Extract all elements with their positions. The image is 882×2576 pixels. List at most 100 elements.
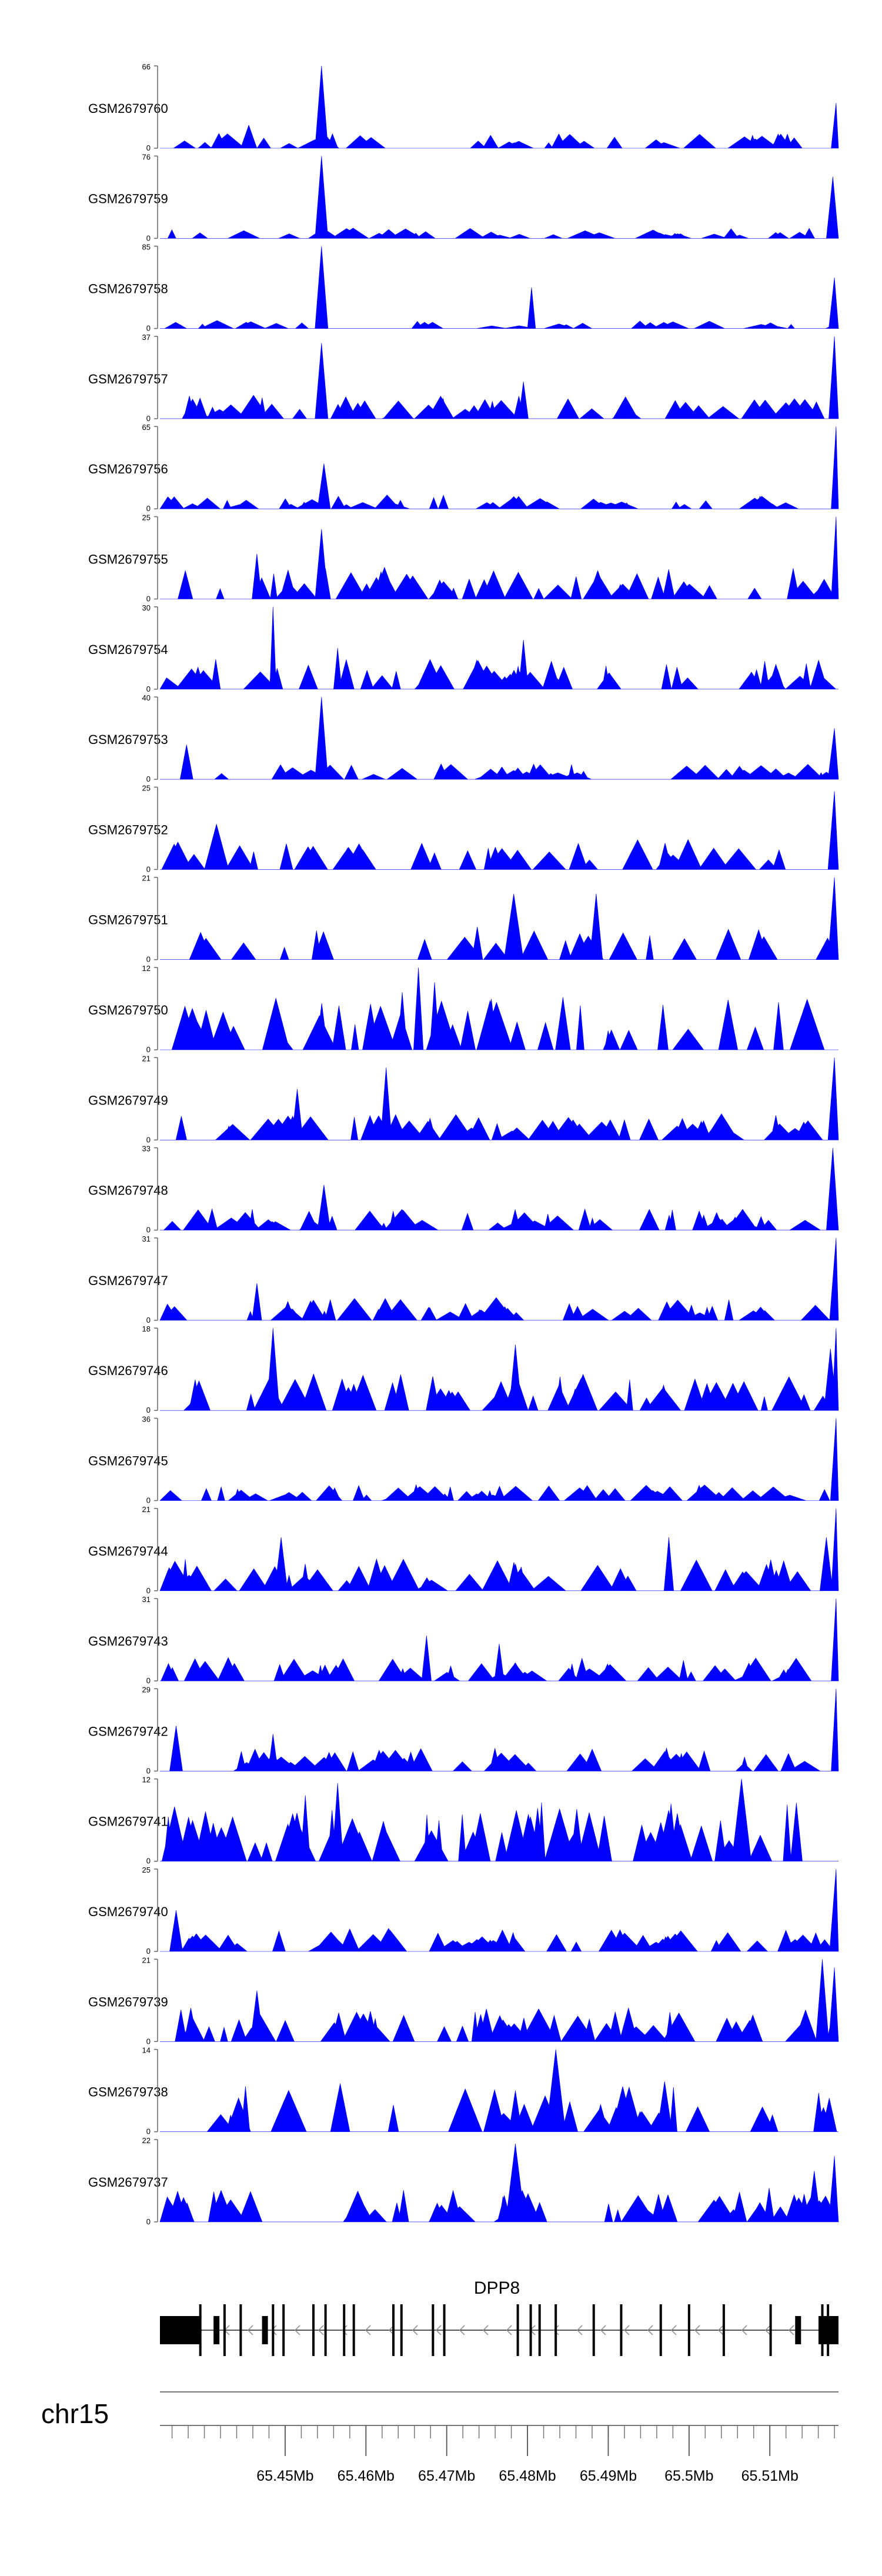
tick-label: 65.47Mb — [418, 2468, 475, 2484]
exon — [199, 2304, 202, 2356]
exon — [538, 2304, 541, 2356]
coverage-area — [159, 1237, 839, 1321]
exon — [529, 2304, 532, 2356]
track-label: GSM2679739 — [88, 1994, 168, 2009]
ymax-label: 21 — [142, 874, 151, 883]
exon — [343, 2304, 346, 2356]
exon — [213, 2316, 220, 2344]
zero-label: 0 — [146, 1226, 151, 1234]
strand-arrow — [788, 2325, 794, 2335]
ymax-label: 25 — [142, 513, 151, 522]
coverage-area — [160, 1778, 838, 1861]
strand-arrow — [459, 2325, 465, 2335]
exon — [795, 2316, 801, 2344]
coverage-area — [159, 1418, 839, 1501]
ymax-label: 18 — [142, 1324, 151, 1333]
coverage-area — [159, 606, 838, 690]
zero-label: 0 — [146, 144, 151, 152]
strand-arrow — [294, 2325, 300, 2335]
coverage-track: GSM2679741 12 0 — [88, 1776, 838, 1866]
exon — [687, 2304, 690, 2356]
ymax-label: 12 — [142, 964, 151, 973]
gene-name: DPP8 — [474, 2278, 520, 2298]
track-label: GSM2679752 — [88, 822, 168, 837]
strand-arrow — [717, 2325, 724, 2335]
coverage-track: GSM2679742 29 0 — [88, 1685, 839, 1775]
ymax-label: 31 — [142, 1234, 151, 1243]
zero-label: 0 — [146, 1496, 151, 1505]
ymax-label: 36 — [142, 1415, 151, 1424]
track-label: GSM2679759 — [88, 191, 168, 206]
track-label: GSM2679747 — [88, 1273, 168, 1288]
zero-label: 0 — [146, 1676, 151, 1685]
track-label: GSM2679758 — [88, 282, 168, 296]
coverage-track: GSM2679745 36 0 — [88, 1415, 839, 1505]
utr-block — [160, 2316, 201, 2344]
ymax-label: 40 — [142, 693, 151, 702]
ymax-label: 30 — [142, 603, 151, 612]
strand-arrow — [553, 2325, 559, 2335]
coverage-track: GSM2679749 21 0 — [88, 1054, 839, 1144]
gene-track: DPP8 — [160, 2278, 838, 2356]
ymax-label: 29 — [142, 1685, 151, 1694]
coverage-track: GSM2679751 21 0 — [88, 874, 839, 964]
coverage-track: GSM2679756 65 0 — [88, 423, 839, 513]
zero-label: 0 — [146, 1406, 151, 1414]
zero-label: 0 — [146, 1947, 151, 1956]
track-label: GSM2679745 — [88, 1454, 168, 1469]
coverage-track: GSM2679739 21 0 — [88, 1956, 839, 2046]
coverage-area — [160, 336, 839, 419]
exon — [324, 2304, 327, 2356]
strand-arrow — [318, 2325, 324, 2335]
coverage-area — [160, 156, 839, 239]
exon — [400, 2304, 403, 2356]
ymax-label: 85 — [142, 243, 151, 252]
zero-label: 0 — [146, 1135, 151, 1144]
zero-label: 0 — [146, 414, 151, 423]
exon — [282, 2304, 285, 2356]
exon — [516, 2304, 519, 2356]
strand-arrow — [270, 2325, 277, 2335]
track-label: GSM2679737 — [88, 2175, 168, 2190]
coverage-area — [159, 1508, 839, 1591]
tick-label: 65.49Mb — [580, 2468, 637, 2484]
coverage-track: GSM2679737 22 0 — [88, 2136, 839, 2226]
zero-label: 0 — [146, 1045, 151, 1054]
coverage-track: GSM2679750 12 0 — [88, 964, 838, 1054]
track-label: GSM2679743 — [88, 1634, 168, 1649]
track-label: GSM2679750 — [88, 1003, 168, 1017]
strand-arrow — [576, 2325, 583, 2335]
coverage-area — [159, 426, 839, 509]
coverage-area — [160, 967, 838, 1050]
coverage-track: GSM2679753 40 0 — [88, 693, 839, 783]
ymax-label: 66 — [142, 62, 151, 71]
strand-arrow — [435, 2325, 442, 2335]
ymax-label: 33 — [142, 1144, 151, 1153]
strand-arrow — [694, 2325, 700, 2335]
tick-label: 65.51Mb — [741, 2468, 799, 2484]
tick-label: 65.5Mb — [664, 2468, 713, 2484]
track-label: GSM2679738 — [88, 2085, 168, 2100]
coverage-area — [160, 1599, 839, 1681]
coverage-area — [160, 65, 839, 149]
ymax-label: 31 — [142, 1595, 151, 1604]
ymax-label: 21 — [142, 1956, 151, 1964]
strand-arrow — [764, 2325, 771, 2335]
exon — [620, 2304, 623, 2356]
strand-arrow — [506, 2325, 512, 2335]
coverage-track: GSM2679754 30 0 — [88, 603, 838, 693]
track-label: GSM2679749 — [88, 1093, 168, 1107]
zero-label: 0 — [146, 865, 151, 873]
coverage-track: GSM2679760 66 0 — [88, 62, 839, 152]
ymax-label: 25 — [142, 783, 151, 792]
coverage-area — [160, 1328, 839, 1411]
coverage-area — [160, 697, 839, 780]
exon — [262, 2316, 268, 2344]
exon — [821, 2304, 824, 2356]
coverage-area — [160, 791, 839, 870]
track-label: GSM2679746 — [88, 1363, 168, 1378]
zero-label: 0 — [146, 1316, 151, 1324]
ymax-label: 25 — [142, 1866, 151, 1874]
coverage-area — [160, 2049, 838, 2132]
